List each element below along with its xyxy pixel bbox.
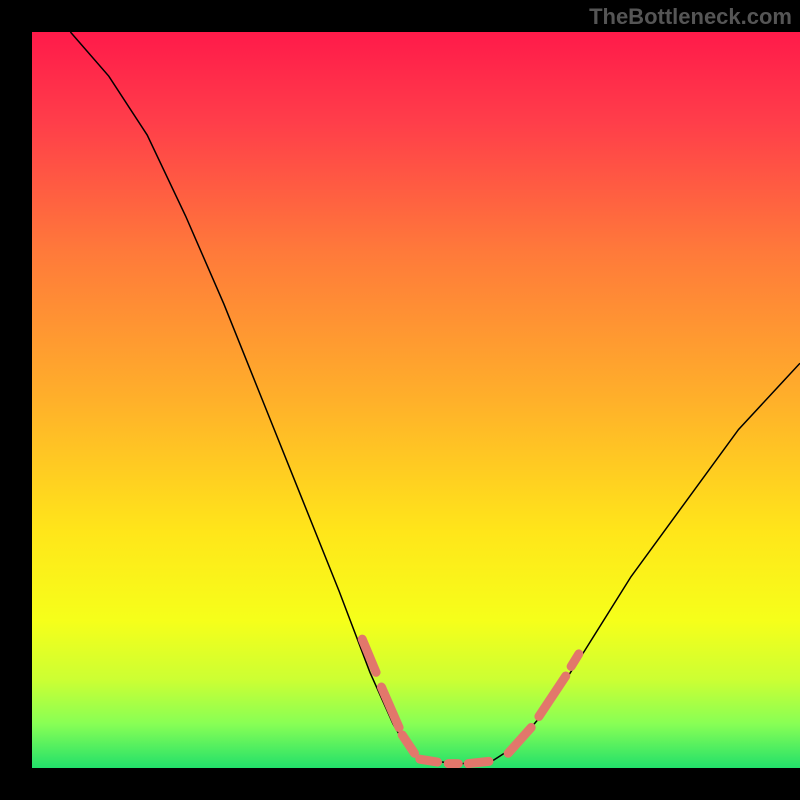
marker-dash-5: [468, 761, 489, 763]
marker-dash-7: [539, 676, 566, 716]
marker-dash-6: [508, 728, 531, 754]
plot-area: [32, 32, 800, 768]
marker-dash-2: [402, 735, 414, 753]
marker-dash-1: [381, 687, 399, 727]
watermark-text: TheBottleneck.com: [589, 4, 792, 30]
marker-dash-3: [420, 759, 438, 762]
curve-svg: [32, 32, 800, 768]
bottleneck-curve: [70, 32, 800, 764]
chart-container: TheBottleneck.com: [0, 0, 800, 800]
marker-dash-0: [362, 639, 376, 672]
marker-dash-8: [571, 654, 579, 667]
